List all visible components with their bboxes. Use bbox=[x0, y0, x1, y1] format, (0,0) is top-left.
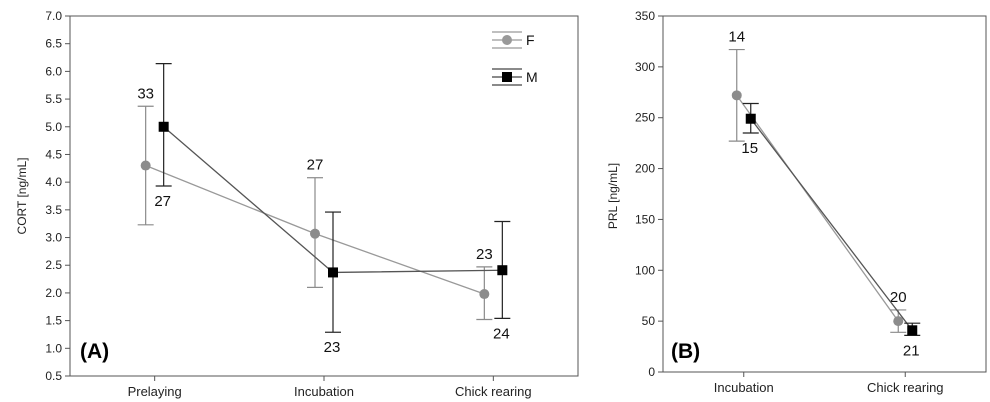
panel-a-y-axis-label: CORT [ng/mL] bbox=[15, 158, 29, 235]
y-tick-label: 0.5 bbox=[45, 369, 62, 383]
y-tick-label: 250 bbox=[635, 111, 655, 125]
data-point-f bbox=[140, 160, 151, 171]
y-tick-label: 150 bbox=[635, 212, 655, 226]
panel-b-y-axis-label: PRL [ng/mL] bbox=[606, 163, 620, 229]
data-point-f bbox=[310, 228, 320, 239]
data-point-f bbox=[731, 90, 742, 101]
y-tick-label: 50 bbox=[642, 314, 656, 328]
x-tick-label: Incubation bbox=[294, 384, 354, 399]
sample-size-label: 20 bbox=[890, 289, 907, 306]
legend-m-marker bbox=[502, 72, 512, 82]
y-tick-label: 350 bbox=[635, 9, 655, 23]
panel-a: 0.5 1.0 1.5 2.0 2.5 3.0 3.5 4.0 4.5 5.0 5.5 6.0 6.5 7… bbox=[15, 9, 579, 399]
legend-m-label: M bbox=[526, 69, 538, 85]
x-tick-label: Incubation bbox=[714, 380, 774, 395]
legend-f-label: F bbox=[526, 32, 535, 48]
data-point-m bbox=[497, 265, 508, 276]
sample-size-label: 23 bbox=[476, 246, 493, 263]
sample-size-label: 33 bbox=[137, 85, 154, 102]
data-point-m bbox=[745, 113, 756, 124]
y-tick-label: 3.0 bbox=[45, 231, 62, 245]
y-tick-label: 300 bbox=[635, 60, 655, 74]
sample-size-label: 27 bbox=[307, 157, 324, 174]
y-tick-label: 2.0 bbox=[45, 286, 62, 300]
y-tick-label: 200 bbox=[635, 162, 655, 176]
y-tick-label: 1.5 bbox=[45, 314, 62, 328]
y-tick-label: 3.5 bbox=[45, 203, 62, 217]
series-m-line bbox=[750, 118, 913, 331]
series-f-line bbox=[736, 94, 899, 322]
y-tick-label: 2.5 bbox=[45, 258, 62, 272]
y-tick-label: 4.5 bbox=[45, 147, 62, 161]
panel-a-label: (A) bbox=[80, 340, 109, 363]
y-tick-label: 0 bbox=[648, 365, 655, 379]
y-tick-label: 6.0 bbox=[45, 64, 62, 78]
y-tick-label: 100 bbox=[635, 263, 655, 277]
data-point-f bbox=[893, 316, 904, 327]
data-point-m bbox=[158, 121, 169, 132]
y-tick-label: 7.0 bbox=[45, 9, 62, 23]
panel-b: 0 50 100 150 200 250 300 350 Incubation Chick re… bbox=[606, 9, 987, 395]
x-tick-label: Prelaying bbox=[128, 384, 182, 399]
data-point-m bbox=[907, 325, 918, 336]
panel-a-legend: F M bbox=[492, 31, 538, 86]
sample-size-label: 15 bbox=[741, 140, 758, 157]
data-point-m bbox=[328, 267, 338, 278]
y-tick-label: 6.5 bbox=[45, 37, 62, 51]
data-point-f bbox=[479, 289, 490, 300]
panel-b-label: (B) bbox=[671, 340, 700, 363]
sample-size-label: 23 bbox=[324, 339, 341, 356]
y-tick-label: 1.0 bbox=[45, 341, 62, 355]
y-tick-label: 4.0 bbox=[45, 175, 62, 189]
sample-size-label: 14 bbox=[728, 29, 745, 46]
legend-f-marker bbox=[502, 35, 512, 45]
sample-size-label: 21 bbox=[903, 342, 920, 359]
sample-size-label: 24 bbox=[493, 325, 510, 342]
panel-b-plot-frame bbox=[662, 15, 987, 373]
x-tick-label: Chick rearing bbox=[867, 380, 944, 395]
y-tick-label: 5.5 bbox=[45, 92, 62, 106]
y-tick-label: 5.0 bbox=[45, 120, 62, 134]
x-tick-label: Chick rearing bbox=[455, 384, 532, 399]
sample-size-label: 27 bbox=[154, 193, 171, 210]
